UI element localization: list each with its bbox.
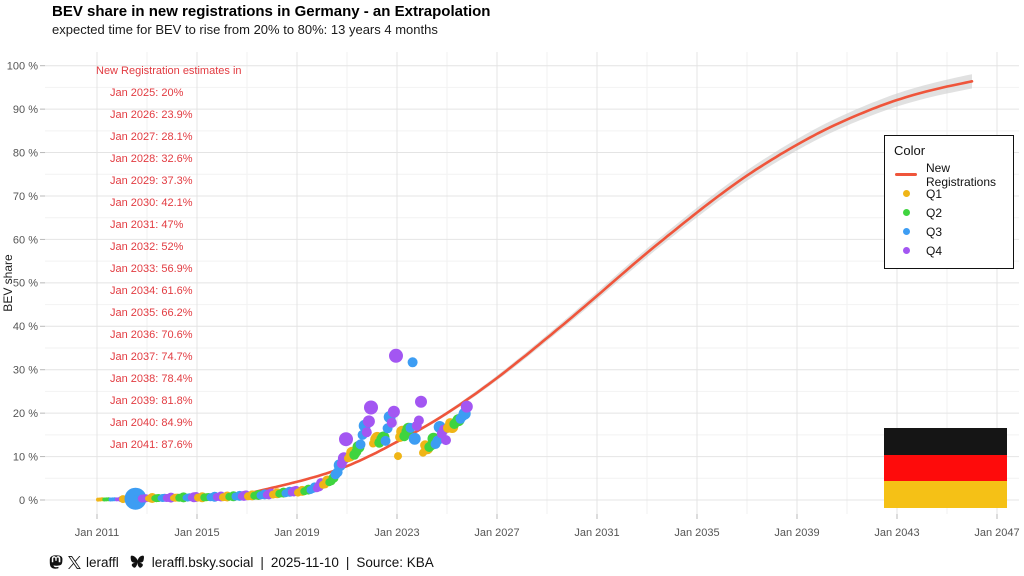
footer-separator-2: | xyxy=(345,554,350,570)
legend-item-label: Q4 xyxy=(926,243,943,258)
estimate-annotation: Jan 2041: 87.6% xyxy=(110,439,193,451)
x-tick-label: Jan 2011 xyxy=(75,527,119,539)
data-point xyxy=(460,400,473,413)
x-tick-label: Jan 2019 xyxy=(274,527,319,539)
data-point xyxy=(408,432,421,445)
flag-stripe-black xyxy=(884,428,1007,455)
chart-legend: Color New Registrations Q1 Q2 Q3 Q4 xyxy=(884,135,1014,269)
estimate-annotation: Jan 2027: 28.1% xyxy=(110,131,193,143)
data-point xyxy=(387,405,400,418)
legend-item-q4: Q4 xyxy=(894,241,1004,260)
mastodon-handle: leraffl xyxy=(86,554,119,570)
x-tick-label: Jan 2047 xyxy=(974,527,1019,539)
x-tick-label: Jan 2015 xyxy=(174,527,219,539)
y-tick-label: 20 % xyxy=(13,408,38,420)
data-point xyxy=(339,432,353,447)
x-tick-label: Jan 2023 xyxy=(374,527,419,539)
estimate-annotation: Jan 2036: 70.6% xyxy=(110,329,193,341)
y-tick-label: 100 % xyxy=(7,61,38,73)
data-point xyxy=(415,395,427,408)
legend-title: Color xyxy=(894,143,926,158)
footer-date: 2025-11-10 xyxy=(270,554,339,570)
data-point xyxy=(362,415,375,428)
estimate-annotation: Jan 2028: 32.6% xyxy=(110,153,193,165)
legend-dot-swatch xyxy=(894,209,918,216)
legend-dot-swatch xyxy=(894,228,918,235)
bluesky-butterfly-icon xyxy=(130,555,147,570)
y-tick-label: 30 % xyxy=(13,365,38,377)
legend-dot-swatch xyxy=(894,247,918,254)
estimate-annotation: Jan 2037: 74.7% xyxy=(110,351,193,363)
x-twitter-icon xyxy=(68,555,81,569)
mastodon-icon xyxy=(49,554,63,570)
x-tick-label: Jan 2035 xyxy=(674,527,719,539)
data-point xyxy=(386,417,397,428)
y-tick-label: 0 % xyxy=(19,495,38,507)
estimate-annotation: Jan 2025: 20% xyxy=(110,87,184,99)
legend-item-q2: Q2 xyxy=(894,203,1004,222)
data-point xyxy=(389,348,403,363)
data-point xyxy=(413,415,424,426)
estimate-annotation: Jan 2026: 23.9% xyxy=(110,109,193,121)
estimate-annotations-header: New Registration estimates in xyxy=(96,65,242,77)
x-tick-label: Jan 2031 xyxy=(574,527,619,539)
data-point xyxy=(355,439,366,450)
y-tick-label: 10 % xyxy=(13,451,38,463)
y-tick-label: 50 % xyxy=(13,278,38,290)
y-tick-label: 70 % xyxy=(13,191,38,203)
x-tick-label: Jan 2043 xyxy=(874,527,919,539)
legend-item-q1: Q1 xyxy=(894,184,1004,203)
legend-item-label: Q3 xyxy=(926,224,943,239)
footer-credits: leraffl leraffl.bsky.social | 2025-11-10… xyxy=(49,552,434,572)
legend-item-label: New Registrations xyxy=(926,160,997,189)
estimate-annotation: Jan 2031: 47% xyxy=(110,219,184,231)
data-point xyxy=(407,357,418,368)
germany-flag xyxy=(884,428,1007,509)
estimate-annotation: Jan 2033: 56.9% xyxy=(110,263,193,275)
x-tick-label: Jan 2039 xyxy=(774,527,819,539)
confidence-band xyxy=(234,74,972,495)
flag-stripe-red xyxy=(884,454,1007,482)
footer-source: Source: KBA xyxy=(356,554,434,570)
estimate-annotation: Jan 2038: 78.4% xyxy=(110,373,193,385)
fit-curve-line xyxy=(233,80,974,496)
y-axis-title: BEV share xyxy=(1,254,15,312)
page-title: BEV share in new registrations in German… xyxy=(52,3,491,20)
legend-item-label: Q2 xyxy=(926,205,943,220)
data-point xyxy=(364,400,378,415)
estimate-annotation: Jan 2040: 84.9% xyxy=(110,417,193,429)
estimate-annotation: Jan 2035: 66.2% xyxy=(110,307,193,319)
legend-item-label: Q1 xyxy=(926,186,943,201)
bsky-handle: leraffl.bsky.social xyxy=(151,554,254,570)
data-point xyxy=(441,435,451,446)
estimate-annotation: Jan 2039: 81.8% xyxy=(110,395,193,407)
legend-item-q3: Q3 xyxy=(894,222,1004,241)
page-subtitle: expected time for BEV to rise from 20% t… xyxy=(52,22,438,37)
data-point xyxy=(361,427,372,438)
estimate-annotation: Jan 2030: 42.1% xyxy=(110,197,193,209)
y-tick-label: 60 % xyxy=(13,234,38,246)
estimate-annotations: New Registration estimates in Jan 2025: … xyxy=(96,60,242,456)
legend-item-new-registrations: New Registrations xyxy=(894,161,1004,189)
flag-stripe-gold xyxy=(884,481,1007,509)
legend-dot-swatch xyxy=(894,190,918,197)
y-tick-label: 90 % xyxy=(13,104,38,116)
estimate-annotation: Jan 2032: 52% xyxy=(110,241,184,253)
estimate-annotation: Jan 2034: 61.6% xyxy=(110,285,193,297)
legend-line-swatch xyxy=(894,173,918,176)
y-tick-label: 40 % xyxy=(13,321,38,333)
y-tick-label: 80 % xyxy=(13,147,38,159)
data-point xyxy=(380,435,391,446)
estimate-annotation: Jan 2029: 37.3% xyxy=(110,175,193,187)
x-tick-label: Jan 2027 xyxy=(474,527,519,539)
data-point xyxy=(394,452,402,461)
footer-separator-1: | xyxy=(260,554,264,570)
